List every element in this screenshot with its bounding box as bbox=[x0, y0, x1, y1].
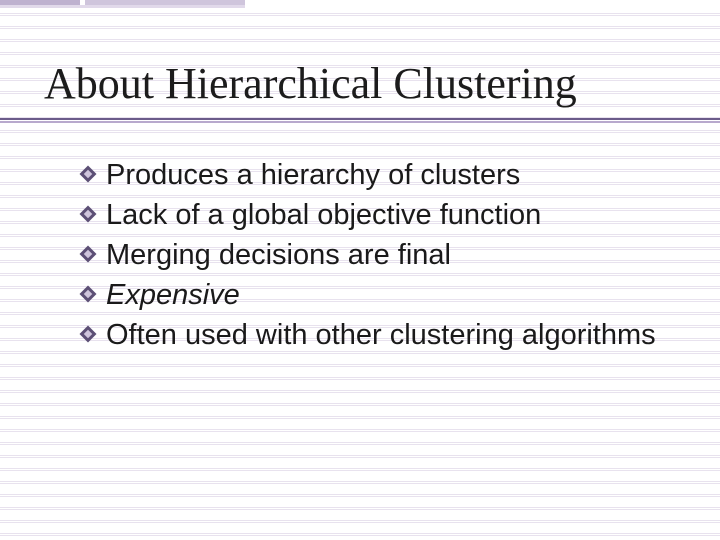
diamond-bullet-icon bbox=[82, 208, 94, 220]
bullet-item: Lack of a global objective function bbox=[106, 196, 660, 234]
bullet-item: Often used with other clustering algorit… bbox=[106, 316, 660, 354]
bullet-text: Lack of a global objective function bbox=[106, 196, 660, 234]
bullet-item: Produces a hierarchy of clusters bbox=[106, 156, 660, 194]
title-underline bbox=[0, 118, 720, 124]
top-accent-segment bbox=[0, 5, 245, 8]
underline-primary bbox=[0, 118, 720, 120]
diamond-bullet-icon bbox=[82, 248, 94, 260]
bullet-text: Often used with other clustering algorit… bbox=[106, 316, 660, 354]
bullet-text: Merging decisions are final bbox=[106, 236, 660, 274]
slide-title: About Hierarchical Clustering bbox=[44, 58, 577, 109]
bullet-item: Expensive bbox=[106, 276, 660, 314]
underline-secondary bbox=[0, 121, 720, 123]
slide: About Hierarchical Clustering Produces a… bbox=[0, 0, 720, 540]
bullet-item: Merging decisions are final bbox=[106, 236, 660, 274]
diamond-bullet-icon bbox=[82, 328, 94, 340]
bullet-text: Expensive bbox=[106, 276, 660, 314]
bullet-text: Produces a hierarchy of clusters bbox=[106, 156, 660, 194]
diamond-bullet-icon bbox=[82, 168, 94, 180]
diamond-bullet-icon bbox=[82, 288, 94, 300]
slide-body: Produces a hierarchy of clusters Lack of… bbox=[106, 156, 660, 356]
top-accent-bar bbox=[0, 0, 720, 10]
